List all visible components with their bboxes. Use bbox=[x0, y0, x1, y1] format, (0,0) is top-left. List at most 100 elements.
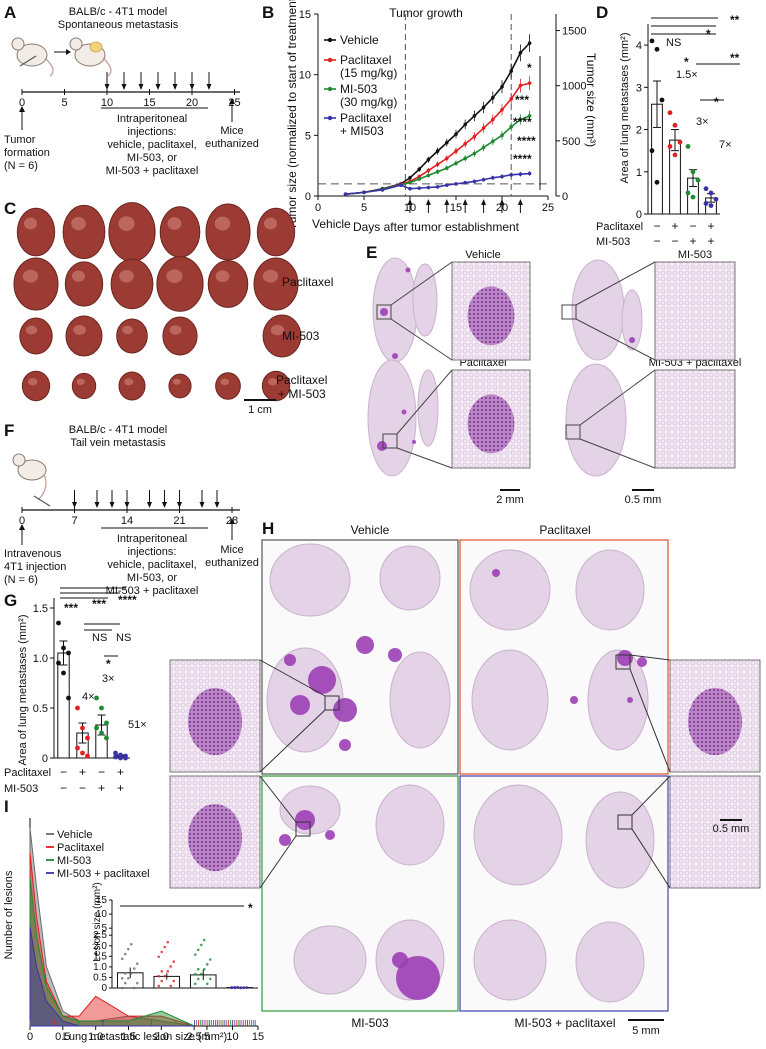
data-point bbox=[104, 721, 109, 726]
y-tick-label: 0 bbox=[636, 209, 642, 221]
panel-label-e: E bbox=[366, 243, 377, 262]
panel-c: C Vehicle Paclitaxel MI-503 Paclitaxel +… bbox=[4, 199, 351, 416]
arrow-icon bbox=[207, 84, 212, 90]
metastatic-lesion bbox=[468, 395, 515, 454]
arrow-icon bbox=[481, 199, 486, 205]
lung-section bbox=[470, 550, 550, 630]
tumor-highlight bbox=[23, 270, 38, 283]
panel-g-signs: −−+−−+++ bbox=[60, 765, 124, 795]
tumor-highlight bbox=[72, 271, 85, 282]
panel-c-row-paclitaxel: Paclitaxel bbox=[282, 275, 333, 289]
x-tick-label: 2.0 bbox=[154, 1031, 169, 1043]
panel-b-significance: **************** bbox=[513, 56, 540, 190]
tumor-highlight bbox=[28, 378, 38, 385]
data-point bbox=[344, 192, 348, 196]
panel-b-phase: Tumor growth bbox=[389, 6, 463, 20]
tumor-specimen bbox=[111, 259, 153, 308]
data-point bbox=[85, 754, 90, 759]
legend-label: MI-503 bbox=[340, 82, 378, 96]
data-point bbox=[123, 756, 128, 761]
data-point bbox=[427, 169, 431, 173]
data-point bbox=[528, 41, 532, 45]
data-point bbox=[696, 178, 701, 183]
y-tick-label: 15 bbox=[96, 895, 108, 906]
data-point bbox=[491, 140, 495, 144]
arrow-icon bbox=[173, 84, 178, 90]
data-point bbox=[127, 977, 130, 980]
panel-label-b: B bbox=[262, 3, 274, 22]
legend-marker bbox=[328, 58, 332, 62]
data-point bbox=[473, 152, 477, 156]
data-point bbox=[94, 696, 99, 701]
panel-e-title-vehicle: Vehicle bbox=[465, 249, 500, 261]
panel-g-axis-mi503: MI-503 bbox=[4, 783, 38, 795]
panel-e-scale-small: 0.5 mm bbox=[625, 494, 662, 506]
data-point bbox=[463, 123, 467, 127]
panel-d-chart: 01234*******NS1.5×3×7× bbox=[636, 13, 740, 221]
panel-b: B Tumor size (normalized to start of tre… bbox=[262, 0, 598, 234]
panel-b-ylabel-1: Tumor size (normalized to start of treat… bbox=[285, 0, 299, 230]
ns-label: NS bbox=[666, 37, 681, 49]
data-point bbox=[704, 201, 709, 206]
sign-paclitaxel: + bbox=[707, 219, 714, 233]
panel-g: G Area of lung metastases (mm²) 00.51.01… bbox=[4, 588, 147, 795]
metastatic-lesion bbox=[688, 688, 742, 755]
panel-a-injection-arrows bbox=[105, 72, 212, 90]
data-point bbox=[239, 987, 242, 990]
metastatic-lesion bbox=[325, 830, 335, 840]
data-point bbox=[197, 978, 200, 981]
tumor-highlight bbox=[119, 270, 134, 282]
x-tick-label: 10 bbox=[226, 1031, 238, 1043]
arrow-icon bbox=[444, 199, 449, 205]
metastatic-lesion bbox=[290, 695, 310, 715]
legend-marker bbox=[328, 116, 332, 120]
panel-a-title-1: BALB/c - 4T1 model bbox=[69, 6, 167, 18]
tumor-specimen bbox=[72, 373, 95, 398]
data-point bbox=[203, 968, 206, 971]
metastatic-lesion bbox=[402, 410, 407, 415]
data-point bbox=[509, 97, 513, 101]
lung-section bbox=[572, 260, 624, 360]
data-point bbox=[124, 953, 127, 956]
data-point bbox=[163, 975, 166, 978]
panel-f-euth-2: euthanized bbox=[205, 557, 259, 569]
y-tick-label: 1.0 bbox=[93, 962, 107, 973]
y2-tick-label: 500 bbox=[562, 136, 580, 148]
significance-star: *** bbox=[515, 93, 529, 107]
metastatic-lesion bbox=[629, 337, 635, 343]
arrow-icon bbox=[215, 502, 220, 508]
panel-h-title-vehicle: Vehicle bbox=[351, 523, 390, 537]
sign-mi503: − bbox=[671, 234, 678, 248]
panel-a-euth-2: euthanized bbox=[205, 138, 259, 150]
significance-star: *** bbox=[64, 601, 78, 615]
fold-change-label: 7× bbox=[719, 139, 732, 151]
data-point bbox=[245, 986, 248, 989]
legend-label: + MI503 bbox=[340, 124, 384, 138]
legend-marker bbox=[328, 38, 332, 42]
x-tick-label: 0 bbox=[315, 202, 321, 214]
y2-tick-label: 1500 bbox=[562, 26, 586, 38]
data-point bbox=[80, 726, 85, 731]
panel-c-row-vehicle: Vehicle bbox=[312, 217, 351, 231]
ns-label: NS bbox=[116, 632, 131, 644]
lung-section bbox=[368, 360, 416, 476]
legend-label: MI-503 + paclitaxel bbox=[57, 868, 150, 880]
lung-section bbox=[576, 922, 644, 1002]
tumor-specimen bbox=[117, 319, 148, 353]
tumor-highlight bbox=[170, 325, 182, 335]
panel-a-formation-2: formation bbox=[4, 147, 50, 159]
panel-d-axis-mi503: MI-503 bbox=[596, 236, 630, 248]
panel-e: E Vehicle MI-503 Paclitaxel MI-503 + pac… bbox=[366, 243, 741, 506]
data-point bbox=[686, 190, 691, 195]
arrow-icon bbox=[147, 502, 152, 508]
panel-label-c: C bbox=[4, 199, 16, 218]
data-point bbox=[160, 980, 163, 983]
panel-h-scale-big: 5 mm bbox=[632, 1025, 660, 1037]
significance-star: **** bbox=[513, 152, 532, 166]
fold-change-label: 3× bbox=[102, 673, 115, 685]
panel-label-f: F bbox=[4, 421, 14, 440]
panel-label-g: G bbox=[4, 591, 17, 610]
fold-change-label: 1.5× bbox=[676, 69, 698, 81]
arrow-icon bbox=[190, 84, 195, 90]
data-point bbox=[660, 98, 665, 103]
